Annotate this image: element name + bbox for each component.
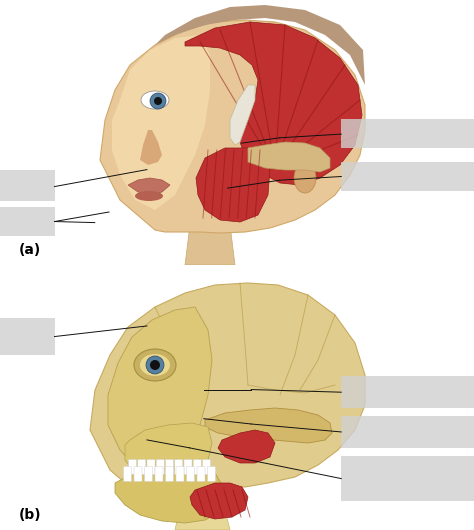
Ellipse shape xyxy=(294,163,316,193)
Text: (a): (a) xyxy=(19,243,41,257)
Ellipse shape xyxy=(140,354,170,376)
FancyBboxPatch shape xyxy=(156,460,164,474)
FancyBboxPatch shape xyxy=(165,460,173,474)
Polygon shape xyxy=(205,408,332,443)
FancyBboxPatch shape xyxy=(147,460,155,474)
FancyBboxPatch shape xyxy=(128,460,137,474)
FancyBboxPatch shape xyxy=(184,460,192,474)
FancyBboxPatch shape xyxy=(186,466,194,481)
FancyBboxPatch shape xyxy=(176,466,184,481)
FancyBboxPatch shape xyxy=(208,466,216,481)
Polygon shape xyxy=(108,307,212,480)
Polygon shape xyxy=(128,178,170,195)
FancyBboxPatch shape xyxy=(138,460,146,474)
Polygon shape xyxy=(125,423,212,480)
Polygon shape xyxy=(185,185,235,265)
Polygon shape xyxy=(230,85,255,145)
Ellipse shape xyxy=(134,349,176,381)
FancyBboxPatch shape xyxy=(134,466,142,481)
Polygon shape xyxy=(115,467,222,523)
Polygon shape xyxy=(112,35,210,210)
FancyBboxPatch shape xyxy=(197,466,205,481)
FancyBboxPatch shape xyxy=(175,460,183,474)
Polygon shape xyxy=(185,22,362,185)
Polygon shape xyxy=(248,142,330,172)
FancyBboxPatch shape xyxy=(165,466,173,481)
Text: (b): (b) xyxy=(19,508,42,522)
Circle shape xyxy=(146,356,164,374)
Circle shape xyxy=(154,97,162,105)
Polygon shape xyxy=(150,5,365,85)
FancyBboxPatch shape xyxy=(124,466,131,481)
Polygon shape xyxy=(196,148,270,222)
Polygon shape xyxy=(90,283,365,503)
FancyBboxPatch shape xyxy=(202,460,210,474)
Polygon shape xyxy=(100,20,365,233)
Polygon shape xyxy=(175,483,230,530)
Polygon shape xyxy=(140,130,162,165)
FancyBboxPatch shape xyxy=(193,460,201,474)
Ellipse shape xyxy=(141,91,169,109)
FancyBboxPatch shape xyxy=(145,466,153,481)
Polygon shape xyxy=(190,483,248,519)
Circle shape xyxy=(150,360,160,370)
Polygon shape xyxy=(218,430,275,463)
Circle shape xyxy=(150,93,166,109)
Ellipse shape xyxy=(135,191,163,201)
FancyBboxPatch shape xyxy=(155,466,163,481)
